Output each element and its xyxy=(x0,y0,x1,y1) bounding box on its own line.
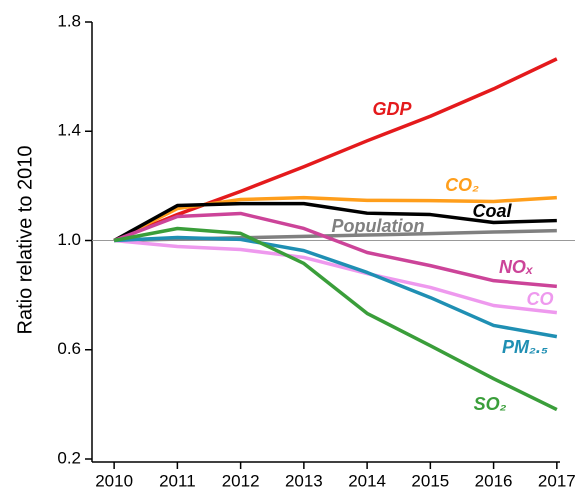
series-line xyxy=(113,226,558,412)
series-label: NOₓ xyxy=(499,257,533,277)
series-line xyxy=(113,201,557,243)
y-tick-label: 1.0 xyxy=(57,230,81,249)
y-tick-label: 1.8 xyxy=(57,11,81,30)
series-line xyxy=(113,57,558,243)
x-tick-label: 2012 xyxy=(222,471,260,490)
x-tick-label: 2015 xyxy=(411,471,449,490)
series-label: GDP xyxy=(372,99,412,119)
x-tick-label: 2014 xyxy=(348,471,386,490)
series-line xyxy=(113,238,558,315)
x-tick-label: 2016 xyxy=(475,471,513,490)
series-line xyxy=(113,211,557,289)
series-label: CO xyxy=(527,289,554,309)
series-label: SO₂ xyxy=(474,394,507,414)
series-label: Coal xyxy=(472,201,512,221)
y-tick-label: 1.4 xyxy=(57,121,81,140)
x-tick-label: 2017 xyxy=(538,471,576,490)
x-tick-label: 2010 xyxy=(95,471,133,490)
series-line xyxy=(113,195,557,243)
x-tick-label: 2011 xyxy=(159,471,196,490)
y-tick-label: 0.6 xyxy=(57,339,81,358)
series-label: Population xyxy=(332,216,425,236)
x-tick-label: 2013 xyxy=(285,471,323,490)
y-axis-label: Ratio relative to 2010 xyxy=(14,145,36,334)
y-tick-label: 0.2 xyxy=(57,448,81,467)
series-line xyxy=(114,235,558,339)
series-label: PM₂.₅ xyxy=(502,337,548,357)
series-label: CO₂ xyxy=(445,175,479,195)
